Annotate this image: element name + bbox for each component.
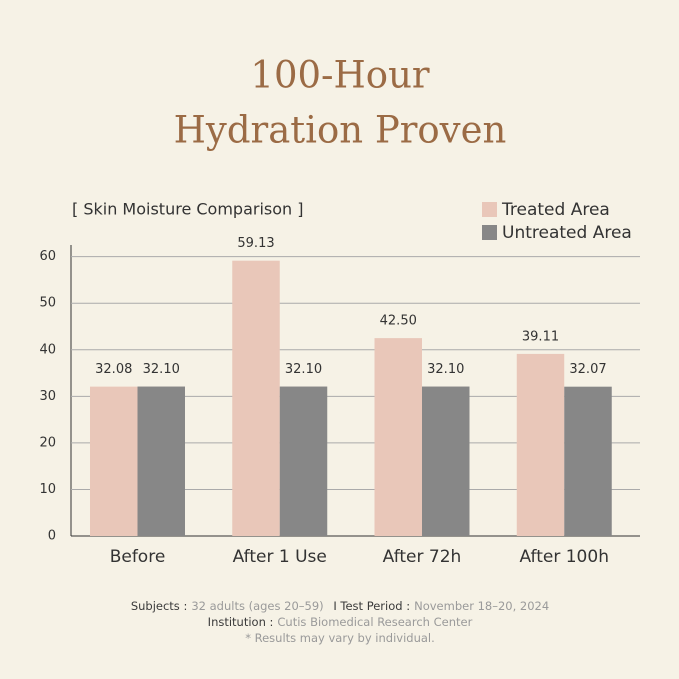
bar: [90, 386, 138, 536]
legend-label: Untreated Area: [502, 223, 632, 243]
note-label: Institution :: [208, 615, 274, 629]
bar: [279, 386, 328, 536]
chart-title: 100-Hour: [250, 54, 429, 97]
y-tick-label: 10: [39, 482, 56, 497]
chart-subtitle: [ Skin Moisture Comparison ]: [72, 200, 304, 219]
note-label: Subjects :: [131, 599, 188, 613]
value-label: 32.07: [569, 362, 606, 377]
footnote: Institution : Cutis Biomedical Research C…: [208, 615, 473, 629]
bar: [422, 386, 470, 536]
value-label: 42.50: [380, 314, 417, 329]
note-text: Cutis Biomedical Research Center: [277, 615, 472, 629]
footnote: Subjects :32 adults (ages 20–59) I Test …: [131, 599, 549, 613]
note-text: 32 adults (ages 20–59): [191, 599, 323, 613]
x-tick-label: Before: [110, 547, 166, 567]
y-tick-label: 0: [48, 529, 56, 544]
legend-swatch: [482, 225, 497, 240]
note-label: Test Period :: [339, 599, 410, 613]
bar: [564, 386, 612, 536]
legend-label: Treated Area: [501, 200, 610, 220]
y-tick-label: 50: [39, 296, 56, 311]
bar: [137, 386, 185, 536]
bar: [516, 353, 565, 536]
legend-swatch: [482, 202, 497, 217]
note-text: November 18–20, 2024: [414, 599, 549, 613]
y-tick-label: 20: [39, 435, 56, 450]
bar: [374, 338, 422, 536]
value-label: 32.10: [143, 362, 180, 377]
note-text: * Results may vary by individual.: [245, 631, 435, 645]
value-label: 59.13: [237, 236, 274, 251]
y-tick-label: 60: [39, 249, 56, 264]
value-label: 32.08: [95, 362, 132, 377]
y-tick-label: 40: [39, 342, 56, 357]
x-tick-label: After 100h: [520, 547, 609, 567]
footnote: * Results may vary by individual.: [245, 631, 435, 645]
note-separator: I: [333, 599, 336, 613]
value-label: 32.10: [427, 362, 464, 377]
chart-title: Hydration Proven: [174, 109, 507, 152]
value-label: 39.11: [522, 329, 559, 344]
bar: [232, 260, 280, 536]
y-tick-label: 30: [39, 389, 56, 404]
value-label: 32.10: [285, 362, 322, 377]
x-tick-label: After 72h: [383, 547, 462, 567]
x-tick-label: After 1 Use: [233, 547, 327, 567]
